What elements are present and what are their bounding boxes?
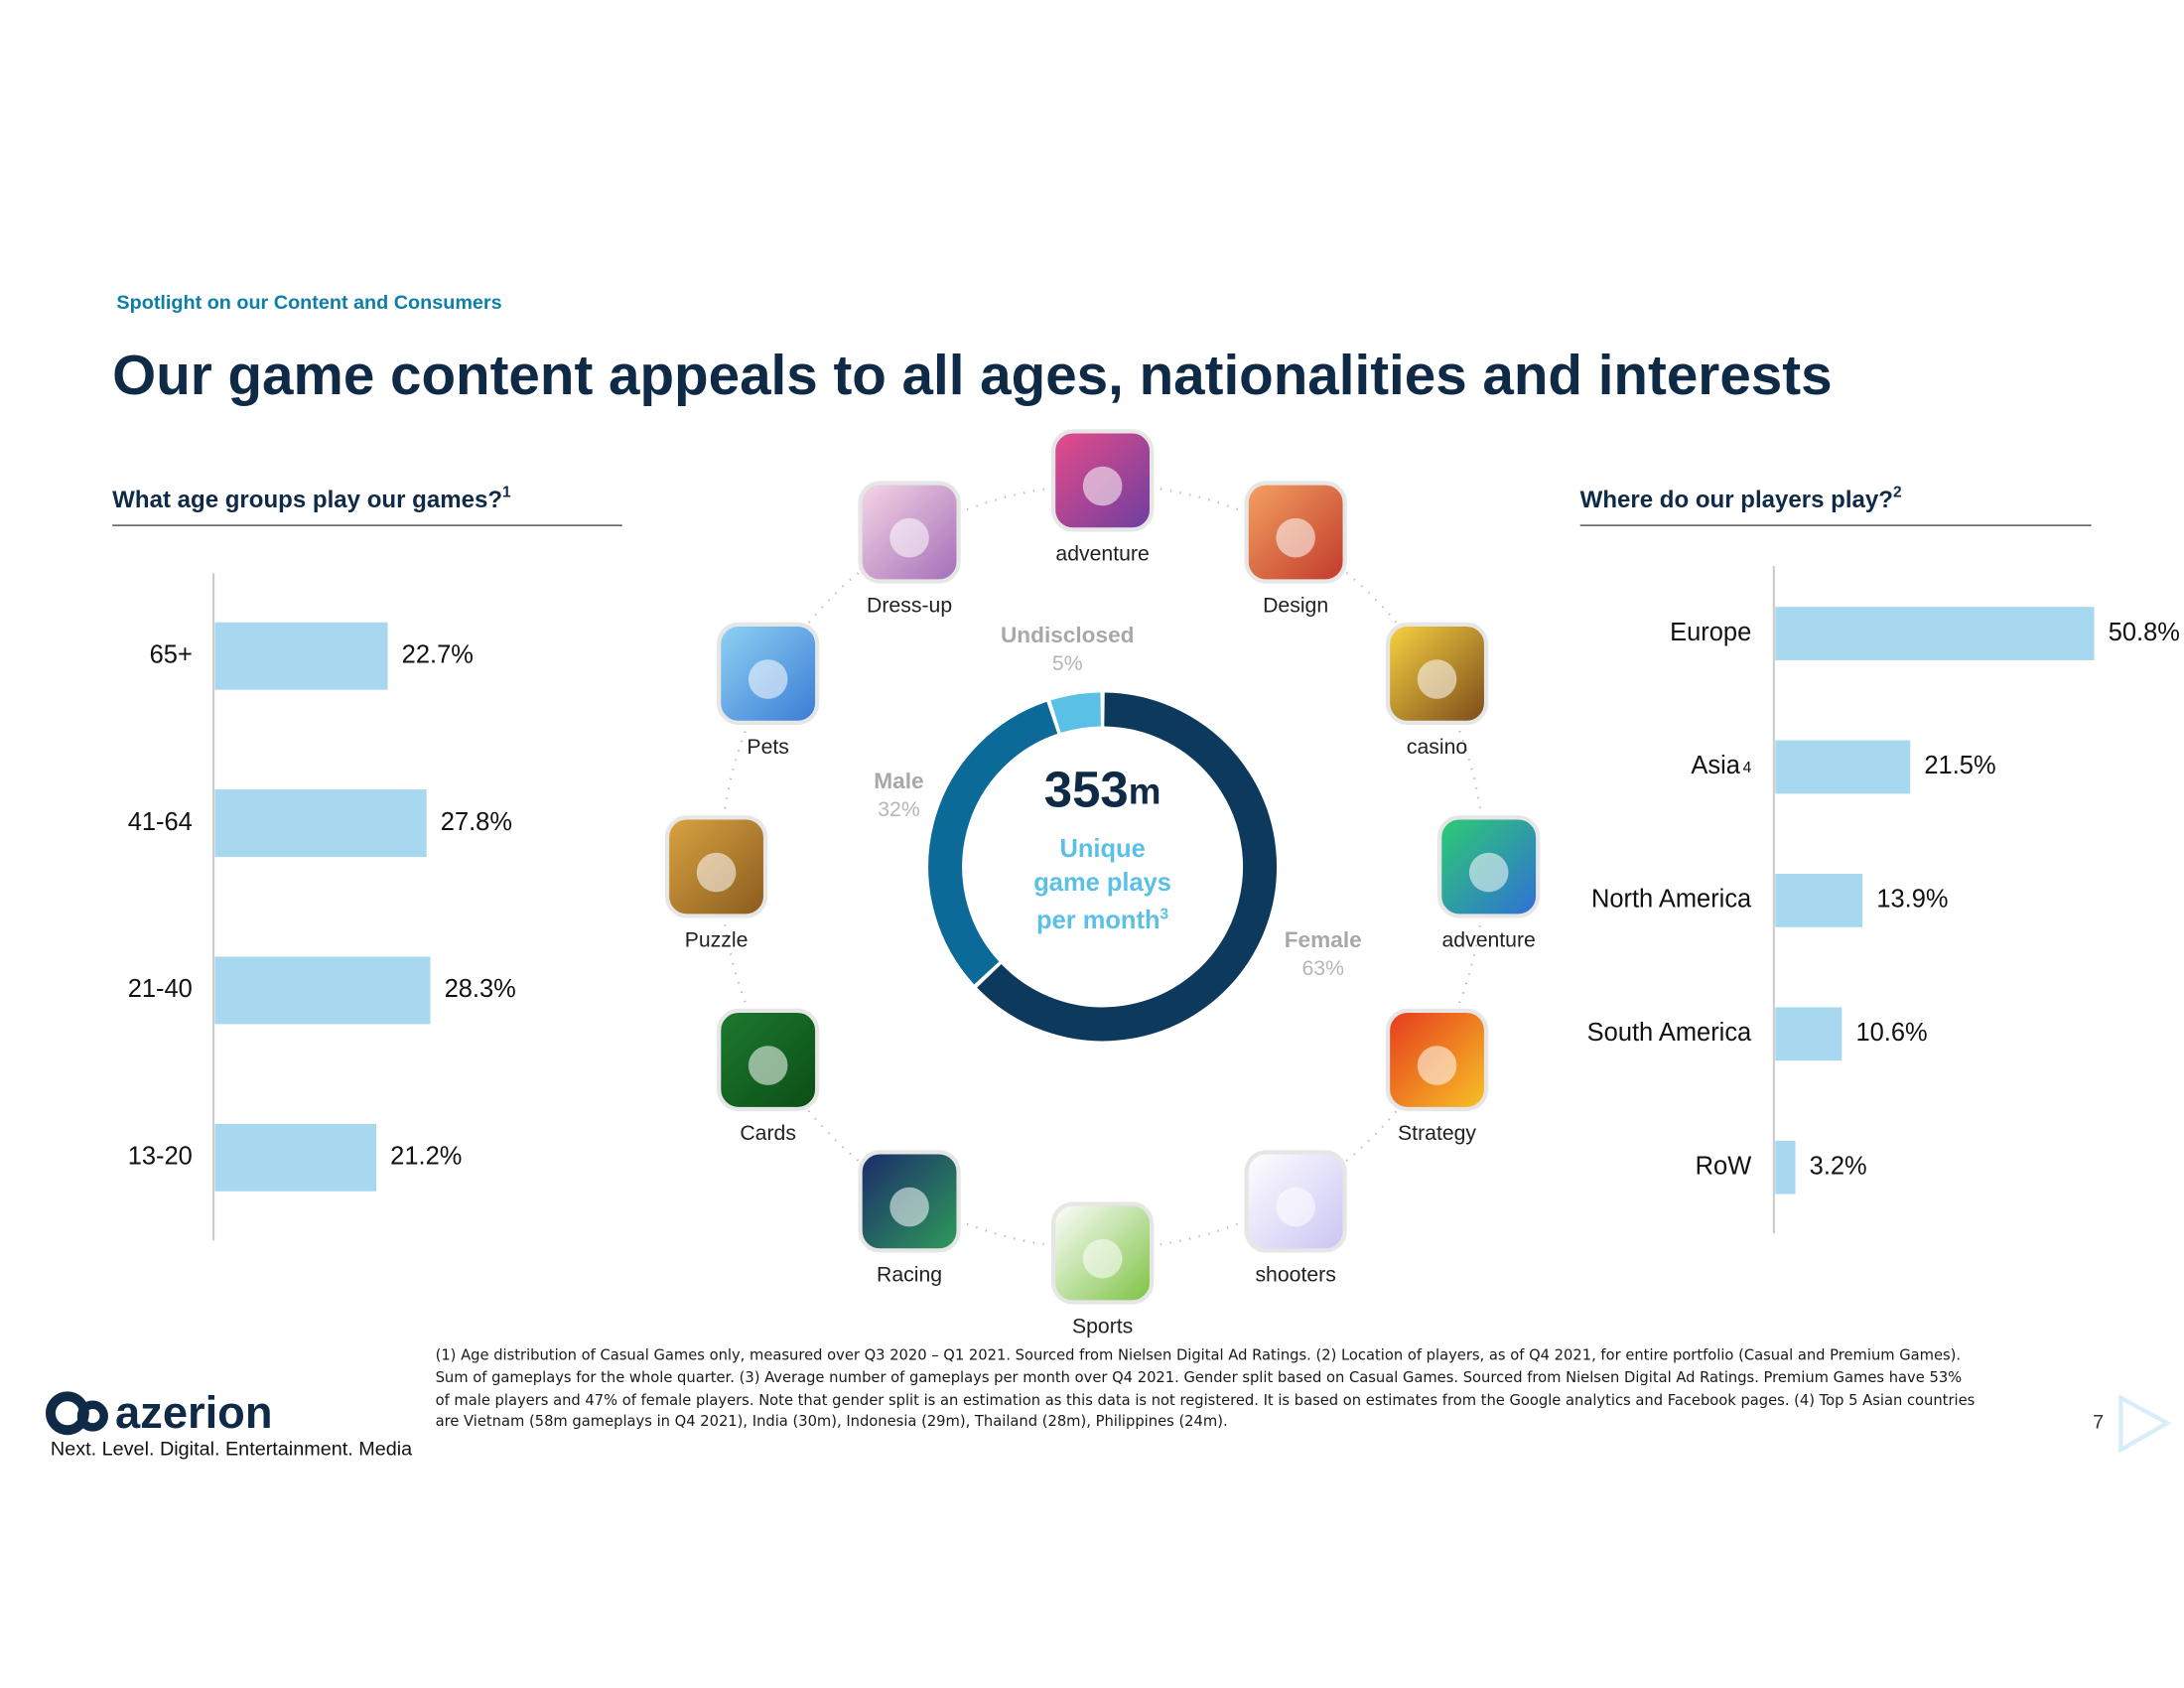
game-label: Strategy bbox=[1398, 1122, 1476, 1145]
game-label: Puzzle bbox=[685, 929, 749, 952]
category-label: Asia bbox=[1691, 752, 1740, 779]
chart-title-note: 1 bbox=[502, 485, 511, 501]
bar bbox=[1775, 1140, 1796, 1195]
value-label: 28.3% bbox=[445, 975, 516, 1003]
category-label: North America bbox=[1591, 886, 1752, 914]
icon-detail bbox=[748, 1046, 788, 1085]
bar bbox=[214, 956, 431, 1025]
icon-detail bbox=[1276, 1187, 1315, 1227]
icon-detail bbox=[748, 659, 788, 699]
bar bbox=[1775, 873, 1863, 927]
center-label-text: Unique game plays per month bbox=[1033, 834, 1171, 934]
bar bbox=[214, 622, 388, 690]
donut-segment bbox=[977, 692, 1278, 1042]
category-label: Europe bbox=[1670, 619, 1751, 646]
icon-detail bbox=[1417, 659, 1457, 699]
icon-detail bbox=[1082, 466, 1123, 506]
center-label-note: 3 bbox=[1160, 906, 1169, 923]
category-label: 41-64 bbox=[128, 808, 193, 836]
donut-segment bbox=[928, 701, 1058, 985]
tagline: Next. Level. Digital. Entertainment. Med… bbox=[51, 1438, 413, 1460]
bar bbox=[1775, 1007, 1843, 1061]
value-label: 3.2% bbox=[1810, 1152, 1867, 1180]
footnote: (1) Age distribution of Casual Games onl… bbox=[435, 1346, 1976, 1431]
chart-title: What age groups play our games?1 bbox=[112, 485, 511, 514]
icon-detail bbox=[1082, 1238, 1123, 1279]
logo: azerion bbox=[115, 1387, 272, 1438]
slide-title: Our game content appeals to all ages, na… bbox=[112, 344, 1832, 406]
category-label: 13-20 bbox=[128, 1142, 193, 1170]
icon-detail bbox=[696, 852, 737, 893]
footnote-box: (1) Age distribution of Casual Games onl… bbox=[435, 1346, 1976, 1431]
logo-icon bbox=[45, 1391, 108, 1436]
game-label: Racing bbox=[877, 1263, 942, 1286]
donut-segment bbox=[1050, 692, 1102, 733]
bar bbox=[214, 789, 427, 858]
game-label: Design bbox=[1263, 595, 1328, 618]
value-label: 21.5% bbox=[1924, 752, 1995, 779]
center-label-box: Unique game plays per month3 bbox=[1032, 833, 1172, 937]
game-label: casino bbox=[1407, 736, 1467, 759]
value-label: 21.2% bbox=[390, 1142, 462, 1170]
value-label: 50.8% bbox=[2109, 619, 2180, 646]
game-label: Sports bbox=[1072, 1316, 1133, 1338]
icon-detail bbox=[1417, 1046, 1457, 1085]
segment-value: 5% bbox=[1052, 652, 1083, 675]
segment-value: 32% bbox=[878, 798, 920, 821]
value-label: 10.6% bbox=[1855, 1019, 1927, 1047]
icon-detail bbox=[889, 517, 929, 558]
center-value: 353m bbox=[1044, 762, 1161, 818]
segment-label: Undisclosed bbox=[1001, 623, 1135, 647]
chart-title-text: Where do our players play? bbox=[1580, 487, 1893, 513]
icon-detail bbox=[889, 1187, 929, 1227]
icon-detail bbox=[1468, 852, 1509, 893]
category-note: 4 bbox=[1743, 760, 1752, 776]
game-label: adventure bbox=[1055, 542, 1149, 565]
icon-detail bbox=[1276, 517, 1315, 558]
bar bbox=[1775, 607, 2095, 660]
segment-label: Male bbox=[874, 769, 923, 793]
page-number: 7 bbox=[2093, 1411, 2104, 1433]
play-icon bbox=[2118, 1394, 2172, 1454]
value-label: 22.7% bbox=[402, 640, 474, 668]
category-label: South America bbox=[1587, 1019, 1752, 1047]
value-label: 27.8% bbox=[441, 808, 512, 836]
game-label: Dress-up bbox=[867, 595, 952, 618]
category-label: RoW bbox=[1696, 1152, 1752, 1180]
chart-title-note: 2 bbox=[1893, 485, 1902, 501]
bar bbox=[214, 1123, 377, 1192]
value-label: 13.9% bbox=[1876, 886, 1948, 914]
chart-title: Where do our players play?2 bbox=[1580, 485, 1902, 514]
center-label: Unique game plays per month3 bbox=[1032, 833, 1172, 937]
game-label: shooters bbox=[1255, 1263, 1335, 1286]
category-label: 65+ bbox=[150, 640, 193, 668]
category-label: 21-40 bbox=[128, 975, 193, 1003]
bar bbox=[1775, 740, 1911, 794]
center-unit: m bbox=[1129, 771, 1161, 811]
segment-value: 63% bbox=[1301, 957, 1344, 980]
chart-title-text: What age groups play our games? bbox=[112, 487, 502, 513]
game-label: Pets bbox=[747, 736, 788, 759]
center-number: 353 bbox=[1044, 762, 1129, 818]
kicker: Spotlight on our Content and Consumers bbox=[116, 292, 501, 314]
game-label: Cards bbox=[740, 1122, 796, 1145]
segment-label: Female bbox=[1285, 927, 1362, 952]
game-label: adventure bbox=[1441, 929, 1535, 952]
